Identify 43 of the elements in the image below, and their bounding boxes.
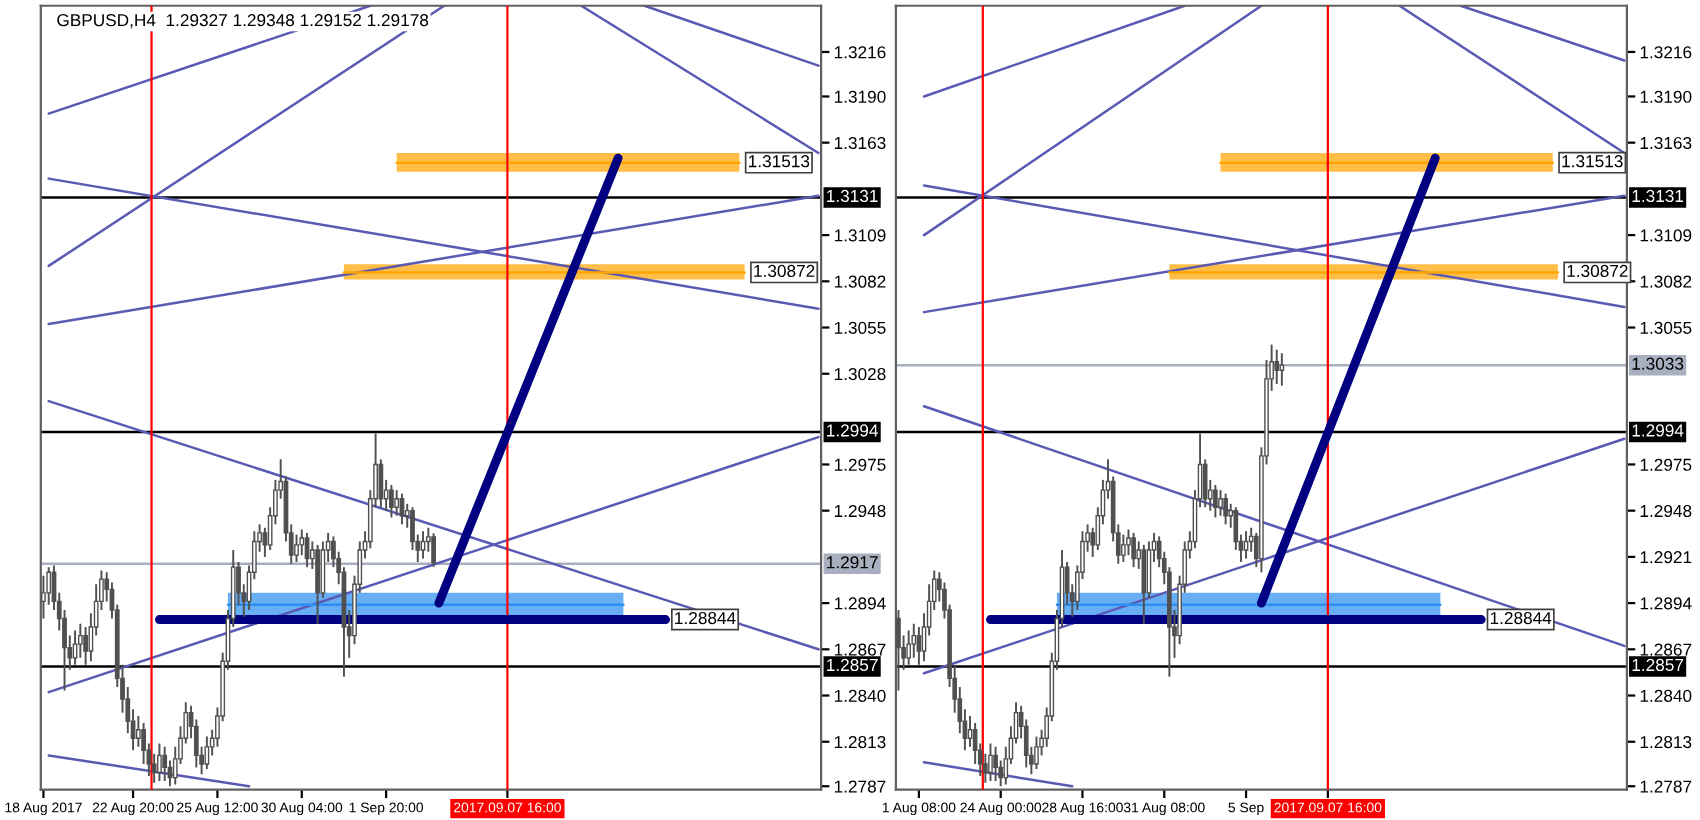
y-tick-label: 1.2867 <box>1640 643 1692 656</box>
y-tick-label: 1.2921 <box>1640 551 1692 564</box>
annotation: 1.28844 <box>1490 611 1552 625</box>
y-tick-label: 1.2894 <box>834 597 886 610</box>
y-tick-label: 1.2840 <box>1640 689 1692 702</box>
ref-line-label: 1.2857 <box>1632 658 1684 672</box>
y-tick-label: 1.2787 <box>834 780 886 793</box>
y-tick-label: 1.2975 <box>834 458 886 471</box>
y-tick-label: 1.3163 <box>834 136 886 150</box>
y-tick-label: 1.3082 <box>834 275 886 288</box>
annotation: 1.28844 <box>675 611 736 625</box>
chart-title: GBPUSD,H4 1.29327 1.29348 1.29152 1.29178 <box>57 14 429 29</box>
y-tick-label: 1.3028 <box>834 367 886 381</box>
y-tick-label: 1.2813 <box>1640 735 1692 749</box>
annotation: 1.30872 <box>754 264 815 278</box>
y-tick-label: 1.3216 <box>1640 46 1692 59</box>
y-tick-label: 1.3082 <box>1640 275 1692 288</box>
annotation: 1.30872 <box>1567 264 1628 278</box>
y-tick-label: 1.2894 <box>1640 597 1692 610</box>
y-tick-label: 1.2840 <box>834 689 886 702</box>
y-tick-label: 1.3190 <box>1640 90 1692 103</box>
ref-line-label: 1.2857 <box>827 658 878 672</box>
y-tick-label: 1.3109 <box>834 229 886 242</box>
annotation: 1.31513 <box>749 155 810 168</box>
y-tick-label: 1.3163 <box>1640 136 1692 150</box>
y-tick-label: 1.2867 <box>834 643 886 656</box>
ref-line-label: 1.2994 <box>1632 424 1684 437</box>
y-tick-label: 1.2948 <box>1640 504 1692 518</box>
annotation: 1.31513 <box>1562 155 1623 168</box>
ref-line-label: 1.3131 <box>1632 189 1684 203</box>
ref-line-label: 1.2994 <box>827 424 878 437</box>
y-tick-label: 1.3055 <box>1640 321 1692 334</box>
y-tick-label: 1.2787 <box>1640 780 1692 793</box>
ref-line-label: 1.2917 <box>827 556 878 569</box>
y-tick-label: 1.3109 <box>1640 229 1692 242</box>
ref-line-label: 1.3131 <box>827 189 878 203</box>
y-tick-label: 1.2948 <box>834 504 886 518</box>
y-tick-label: 1.3055 <box>834 321 886 334</box>
y-tick-label: 1.3190 <box>834 90 886 103</box>
ref-line-label: 1.3033 <box>1632 357 1684 370</box>
y-tick-label: 1.2975 <box>1640 458 1692 471</box>
y-tick-label: 1.3216 <box>834 46 886 59</box>
y-tick-label: 1.2813 <box>834 735 886 749</box>
